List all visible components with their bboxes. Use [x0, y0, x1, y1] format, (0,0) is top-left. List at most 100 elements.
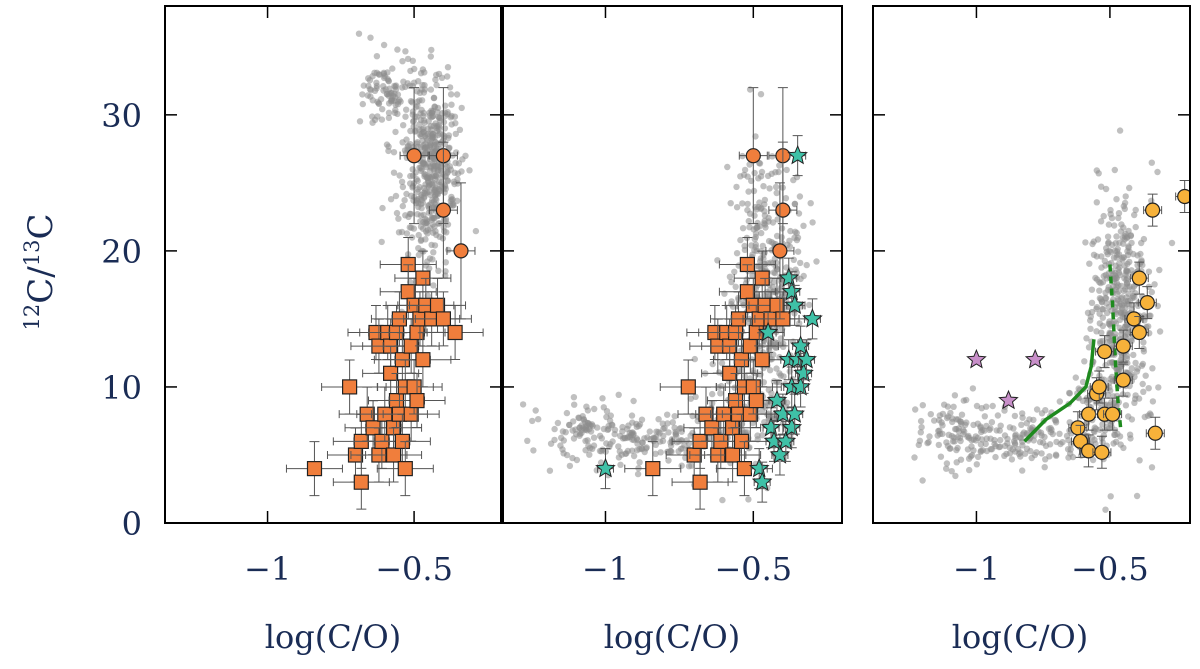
model-point [417, 218, 424, 225]
observed-square [306, 461, 323, 477]
model-point [1115, 282, 1122, 289]
model-point [1107, 493, 1114, 500]
model-point [1148, 464, 1156, 471]
model-point [369, 119, 376, 126]
teal-star [769, 444, 791, 464]
yellow-circle [1139, 295, 1155, 311]
model-point [1117, 228, 1125, 235]
model-point [664, 420, 671, 427]
model-point [1154, 302, 1162, 310]
model-point [435, 267, 442, 274]
y-tick-label: 10 [101, 369, 142, 407]
model-point [1147, 312, 1154, 319]
model-point [447, 91, 455, 98]
model-point [986, 426, 993, 433]
model-point [1065, 436, 1072, 444]
observed-square [415, 352, 431, 368]
model-point [418, 205, 425, 212]
model-point [385, 114, 393, 122]
model-point [1099, 322, 1107, 330]
model-point [396, 172, 403, 179]
model-point [728, 298, 735, 305]
model-point [1122, 402, 1130, 409]
model-point [953, 446, 960, 454]
model-point [1120, 254, 1128, 261]
model-point [657, 449, 664, 456]
model-point [807, 200, 814, 207]
pink-star [1024, 348, 1046, 369]
model-point [1133, 368, 1141, 375]
model-point [639, 439, 646, 446]
model-point [974, 453, 982, 461]
observed-circle [745, 148, 761, 164]
model-point [760, 379, 767, 386]
model-point [399, 139, 406, 146]
x-axis-title-middle: log(C/O) [604, 618, 740, 656]
model-point [795, 210, 803, 217]
model-point [1120, 240, 1127, 247]
model-point [1053, 452, 1060, 459]
model-point [764, 260, 772, 267]
model-point [571, 401, 578, 408]
model-point [724, 163, 731, 171]
model-point [598, 448, 605, 455]
model-point [414, 188, 421, 196]
model-point [1113, 438, 1120, 445]
model-point [365, 82, 372, 90]
model-point [745, 188, 752, 195]
x-axis-title-left: log(C/O) [265, 618, 401, 656]
model-point [1033, 449, 1040, 456]
model-point [761, 196, 769, 204]
x-tick-label: −0.5 [375, 550, 453, 588]
model-point [918, 424, 925, 431]
model-point [993, 427, 1000, 434]
model-point [584, 437, 591, 444]
model-point [1120, 358, 1128, 365]
model-point [744, 173, 751, 180]
model-point [425, 183, 432, 190]
model-point [434, 190, 442, 198]
model-point [436, 130, 443, 137]
model-point [652, 450, 659, 457]
teal-star [793, 362, 814, 383]
model-point [1129, 294, 1136, 301]
model-point [392, 94, 399, 101]
model-point [970, 447, 977, 454]
model-point [442, 259, 449, 266]
teal-star [784, 294, 805, 315]
model-point [1115, 269, 1123, 276]
model-point [774, 216, 781, 223]
model-point [400, 78, 407, 85]
model-point [981, 413, 988, 420]
model-point [751, 169, 758, 177]
model-point [1093, 167, 1101, 174]
model-point [359, 91, 366, 98]
model-point [733, 204, 741, 211]
model-point [991, 436, 998, 444]
model-point [379, 204, 386, 212]
observed-square [692, 474, 708, 490]
model-point [1115, 288, 1122, 295]
model-point [740, 299, 747, 307]
model-point [969, 385, 977, 392]
model-point [1023, 445, 1031, 452]
model-point [427, 53, 434, 60]
model-point [960, 397, 967, 404]
model-point [665, 429, 672, 436]
model-point [931, 417, 938, 424]
model-point [1149, 365, 1156, 372]
model-point [809, 219, 816, 226]
model-point [748, 177, 755, 185]
model-point [732, 283, 739, 290]
plot-area [285, 30, 484, 510]
model-point [1113, 196, 1120, 203]
model-point [1092, 425, 1100, 432]
model-point [791, 234, 798, 241]
model-point [753, 224, 761, 231]
model-point [1121, 199, 1129, 207]
teal-star [595, 457, 616, 478]
model-point [395, 215, 402, 222]
model-point [659, 420, 666, 427]
model-point [1110, 254, 1118, 261]
model-point [416, 121, 423, 128]
